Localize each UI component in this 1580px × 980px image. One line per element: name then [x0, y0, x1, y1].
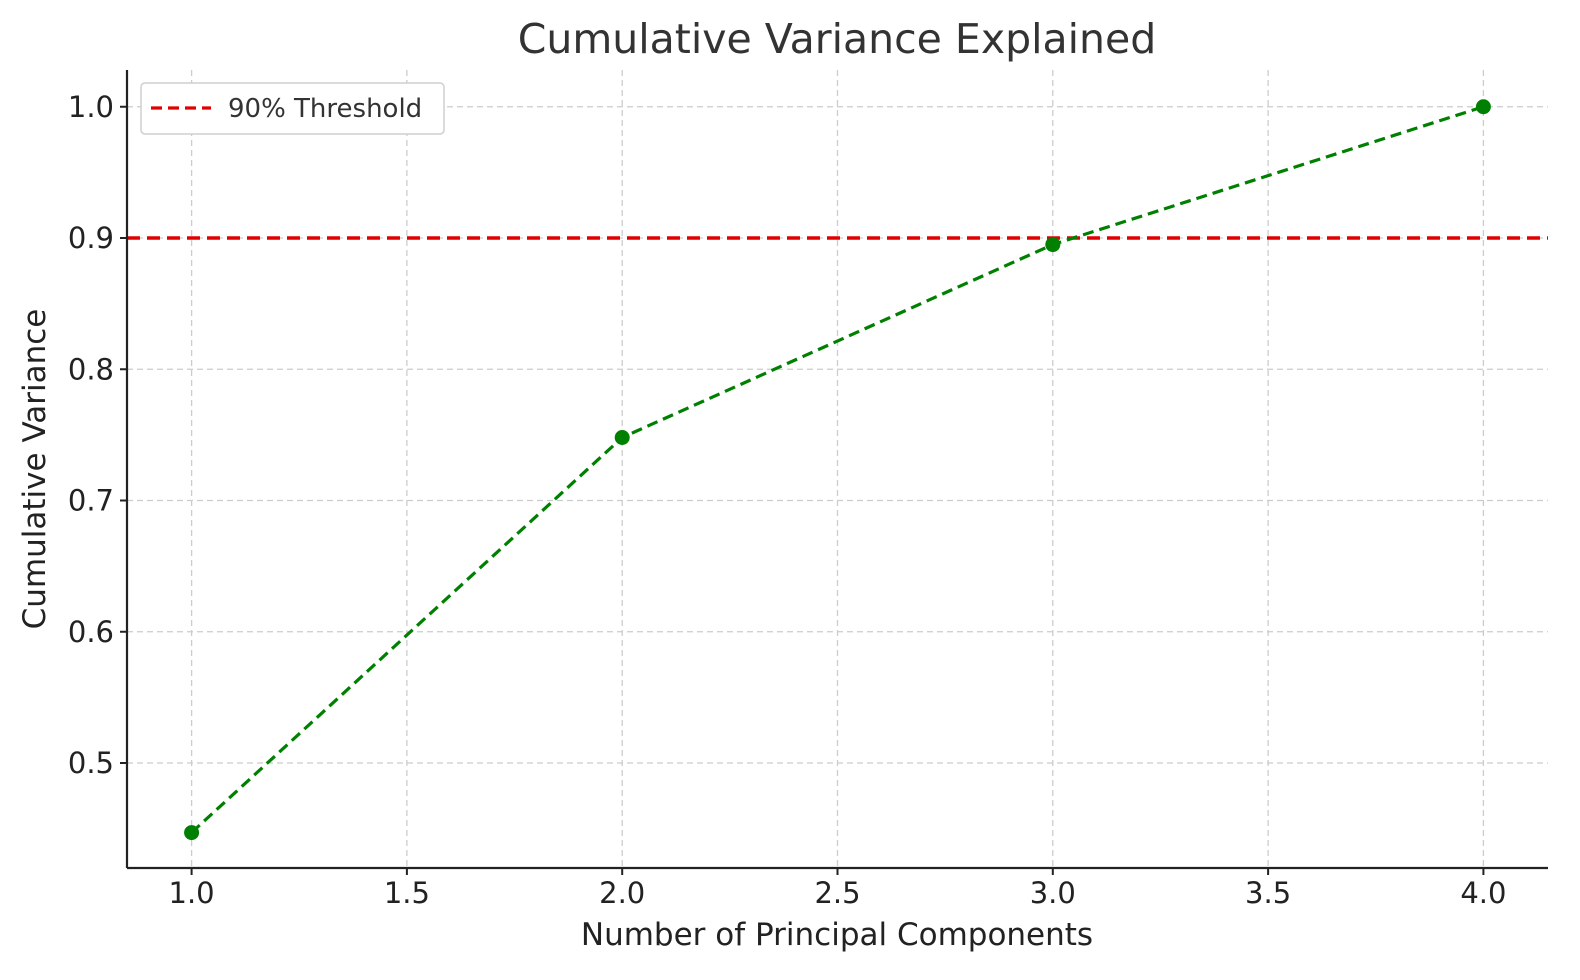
- x-tick-label: 2.5: [814, 876, 860, 910]
- data-point: [614, 430, 630, 445]
- x-tick-label: 3.5: [1245, 876, 1291, 910]
- x-tick-label: 4.0: [1460, 876, 1506, 910]
- y-tick-label: 1.0: [68, 90, 114, 124]
- y-tick-label: 0.9: [68, 221, 114, 255]
- x-tick-label: 1.0: [169, 876, 215, 910]
- series-line: [190, 105, 1484, 834]
- y-tick-label: 0.6: [68, 615, 114, 649]
- legend: 90% Threshold: [140, 82, 445, 135]
- chart-title: Cumulative Variance Explained: [518, 15, 1157, 63]
- x-axis-label: Number of Principal Components: [581, 917, 1093, 953]
- series-layer: [184, 99, 1491, 841]
- y-tick-label: 0.5: [68, 746, 114, 780]
- legend-threshold-label: 90% Threshold: [228, 94, 422, 124]
- y-axis-ticks: 0.5 0.6 0.7 0.8 0.9 1.0: [68, 90, 127, 780]
- y-tick-label: 0.8: [68, 352, 114, 386]
- data-point: [184, 825, 200, 841]
- grid: [127, 70, 1548, 868]
- x-axis-ticks: 1.0 1.5 2.0 2.5 3.0 3.5 4.0: [169, 868, 1506, 910]
- x-tick-label: 3.0: [1030, 876, 1076, 910]
- data-point: [1045, 237, 1061, 253]
- legend-box: [140, 82, 445, 135]
- y-axis-label: Cumulative Variance: [17, 309, 53, 630]
- data-point: [1475, 99, 1491, 115]
- x-tick-label: 1.5: [384, 876, 430, 910]
- x-tick-label: 2.0: [599, 876, 645, 910]
- y-tick-label: 0.7: [68, 484, 114, 518]
